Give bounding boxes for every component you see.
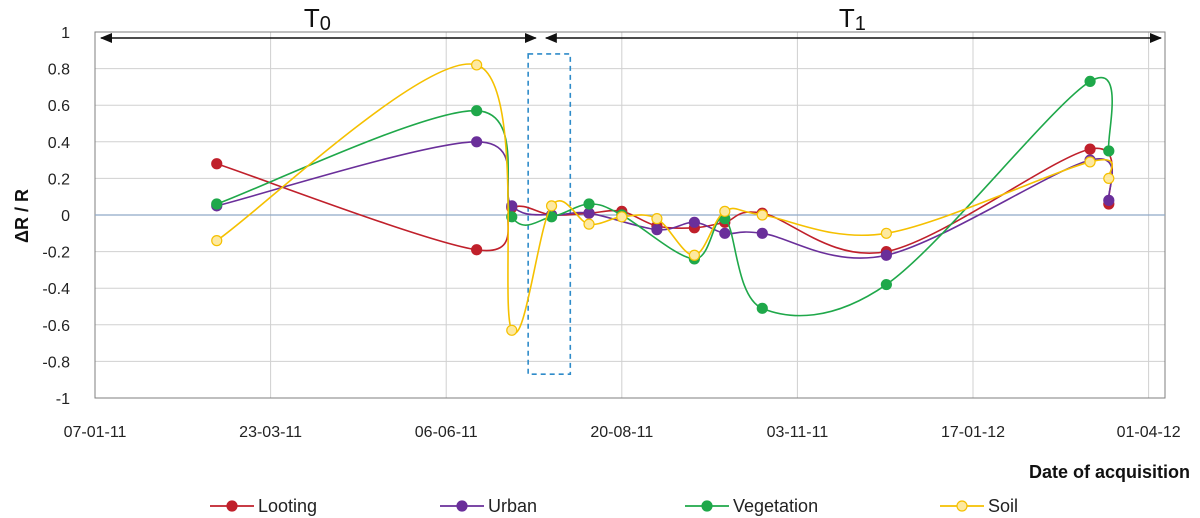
data-point-looting [1084, 143, 1096, 155]
data-point-vegetation [471, 105, 483, 117]
data-point-soil [651, 213, 663, 225]
series-looting [211, 143, 1115, 258]
data-point-soil [583, 218, 595, 230]
y-tick-label: 0.6 [48, 98, 70, 115]
series-urban [211, 136, 1115, 261]
data-point-looting [471, 244, 483, 256]
y-tick-label: -0.2 [42, 245, 70, 262]
data-point-vegetation [211, 198, 223, 210]
y-tick-label: -1 [56, 391, 70, 408]
legend-label-vegetation: Vegetation [733, 496, 818, 516]
legend-label-urban: Urban [488, 496, 537, 516]
data-point-soil [1103, 172, 1115, 184]
x-tick-label: 03-11-11 [767, 424, 829, 441]
y-tick-label: -0.4 [42, 281, 70, 298]
data-point-soil [756, 209, 768, 221]
data-point-soil [688, 249, 700, 261]
series-line-looting [216, 147, 1113, 254]
y-tick-label: -0.8 [42, 354, 70, 371]
legend-marker-looting [226, 500, 238, 512]
legend-item-vegetation: Vegetation [685, 496, 818, 516]
series-line-urban [216, 140, 1113, 259]
x-tick-label: 01-04-12 [1117, 424, 1181, 441]
x-tick-label: 07-01-11 [64, 424, 127, 441]
y-tick-label: 1 [61, 25, 70, 42]
legend-marker-urban [456, 500, 468, 512]
data-point-soil [1084, 156, 1096, 168]
data-point-urban [583, 207, 595, 219]
x-tick-labels: 07-01-11 23-03-11 06-06-11 20-08-11 03-11-11… [64, 424, 1181, 441]
series-line-soil [216, 63, 1113, 334]
legend-label-looting: Looting [258, 496, 317, 516]
data-point-urban [756, 227, 768, 239]
period-label-1: T1 [839, 3, 866, 35]
legend: Looting Urban Vegetation Soil [210, 496, 1018, 516]
data-point-soil [880, 227, 892, 239]
series-line-vegetation [216, 77, 1113, 317]
series-lines [211, 59, 1115, 336]
legend-marker-soil [956, 500, 968, 512]
legend-item-urban: Urban [440, 496, 537, 516]
data-point-urban [719, 227, 731, 239]
x-tick-label: 23-03-11 [239, 424, 302, 441]
data-point-urban [651, 224, 663, 236]
x-axis-title: Date of acquisition [1029, 462, 1190, 482]
period-arrows: T0 T1 [100, 3, 1162, 43]
period-label-0: T0 [304, 3, 331, 35]
legend-label-soil: Soil [988, 496, 1018, 516]
y-tick-label: 0.8 [48, 62, 70, 79]
x-tick-label: 20-08-11 [590, 424, 653, 441]
y-tick-label: 0.2 [48, 171, 70, 188]
data-point-soil [719, 205, 731, 217]
data-point-vegetation [880, 278, 892, 291]
data-point-vegetation [1103, 145, 1115, 157]
legend-marker-vegetation [701, 500, 713, 512]
data-point-urban [471, 136, 483, 148]
data-point-urban [880, 249, 892, 261]
data-point-vegetation [1084, 75, 1096, 88]
data-point-looting [211, 158, 223, 170]
x-tick-label: 17-01-12 [941, 424, 1005, 441]
data-point-soil [506, 324, 518, 336]
x-tick-label: 06-06-11 [415, 424, 478, 441]
series-vegetation [211, 75, 1115, 317]
data-point-soil [545, 200, 558, 212]
data-point-soil [471, 59, 483, 71]
data-point-vegetation [506, 211, 518, 223]
data-point-vegetation [756, 302, 768, 314]
data-point-urban [688, 216, 700, 228]
y-tick-label: 0.4 [48, 135, 70, 152]
series-soil [211, 59, 1115, 336]
data-point-urban [1103, 194, 1115, 206]
data-point-vegetation [583, 198, 595, 210]
data-point-soil [616, 211, 628, 223]
y-tick-label: 0 [61, 208, 70, 225]
legend-item-soil: Soil [940, 496, 1018, 516]
y-tick-label: -0.6 [42, 318, 70, 335]
y-axis-title: ΔR / R [12, 189, 32, 243]
y-tick-labels: -1 -0.8 -0.6 -0.4 -0.2 0 0.2 0.4 0.6 0.8 1 [42, 25, 70, 408]
legend-item-looting: Looting [210, 496, 317, 516]
data-point-soil [211, 235, 223, 247]
